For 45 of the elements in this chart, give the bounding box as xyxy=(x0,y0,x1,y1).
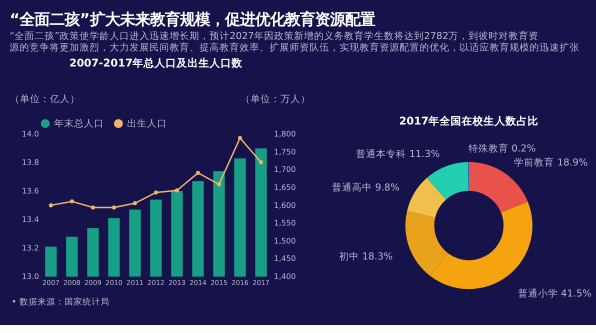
text: “全面二孩”政策使学龄人口进入迅速增长期，预计2027年因政策新增的义务教育学生数将达到2782万，到彼时对教育资源的竞争将更加激烈，大力发展民间教育、提高教育效率、扩展师资队伍，实现教育资源配置的优化，以适应教育规模的迅速扩张 xyxy=(10,30,580,54)
slice-label: 学前教育 18.9% xyxy=(514,156,588,168)
slice-label: 特殊教育 0.2% xyxy=(468,142,536,154)
y2-tick-label: 1,400 xyxy=(274,272,296,282)
y2-tick-label: 1,650 xyxy=(274,182,296,192)
legend-label: 出生人口 xyxy=(127,117,168,130)
chart-title: 2017年全国在校生人数占比 xyxy=(399,114,539,128)
text: • 数据来源：国家统计局 xyxy=(12,296,110,308)
y2-tick-label: 1,550 xyxy=(274,218,296,228)
point xyxy=(196,170,200,175)
point xyxy=(174,188,180,192)
chart-title: 2007-2017年总人口及出生人口数 xyxy=(69,56,244,70)
y-tick-label: 13.6 xyxy=(22,186,40,196)
point xyxy=(238,136,242,140)
donut-slice xyxy=(407,178,446,218)
point xyxy=(48,203,53,208)
point xyxy=(132,201,138,206)
point xyxy=(258,160,264,164)
point xyxy=(70,199,74,204)
slice-label: 普通小学 41.5% xyxy=(518,288,592,300)
donut-slice xyxy=(430,202,532,290)
slice-label: 初中 18.3% xyxy=(339,250,393,262)
y2-tick-label: 1,750 xyxy=(274,147,296,156)
y-tick-label: 14.0 xyxy=(22,130,40,139)
point xyxy=(216,182,222,186)
donut-slice xyxy=(426,162,468,200)
text: “全面二孩”扩大未来教育规模，促进优化教育资源配置 xyxy=(10,10,375,28)
y-axis-title: （单位：亿人） xyxy=(10,92,80,105)
slice-label: 普通高中 9.8% xyxy=(332,182,400,194)
y2-tick-label: 1,450 xyxy=(274,254,296,264)
y-tick-label: 13.2 xyxy=(22,244,40,253)
y-tick-label: 13.4 xyxy=(22,215,40,224)
y-tick-label: 13.8 xyxy=(22,158,40,168)
y2-axis-title: （单位：万人） xyxy=(240,92,311,105)
point xyxy=(112,205,116,210)
point xyxy=(154,190,158,195)
y2-tick-label: 1,700 xyxy=(274,165,296,174)
legend-label: 年末总人口 xyxy=(54,117,104,130)
point xyxy=(90,205,95,210)
y2-tick-label: 1,600 xyxy=(274,200,296,210)
y2-tick-label: 1,500 xyxy=(274,236,296,246)
donut-slice xyxy=(405,210,448,276)
y2-tick-label: 1,800 xyxy=(274,130,296,139)
slice-label: 普通本专科 11.3% xyxy=(356,148,440,160)
y-tick-label: 13.0 xyxy=(22,272,40,282)
